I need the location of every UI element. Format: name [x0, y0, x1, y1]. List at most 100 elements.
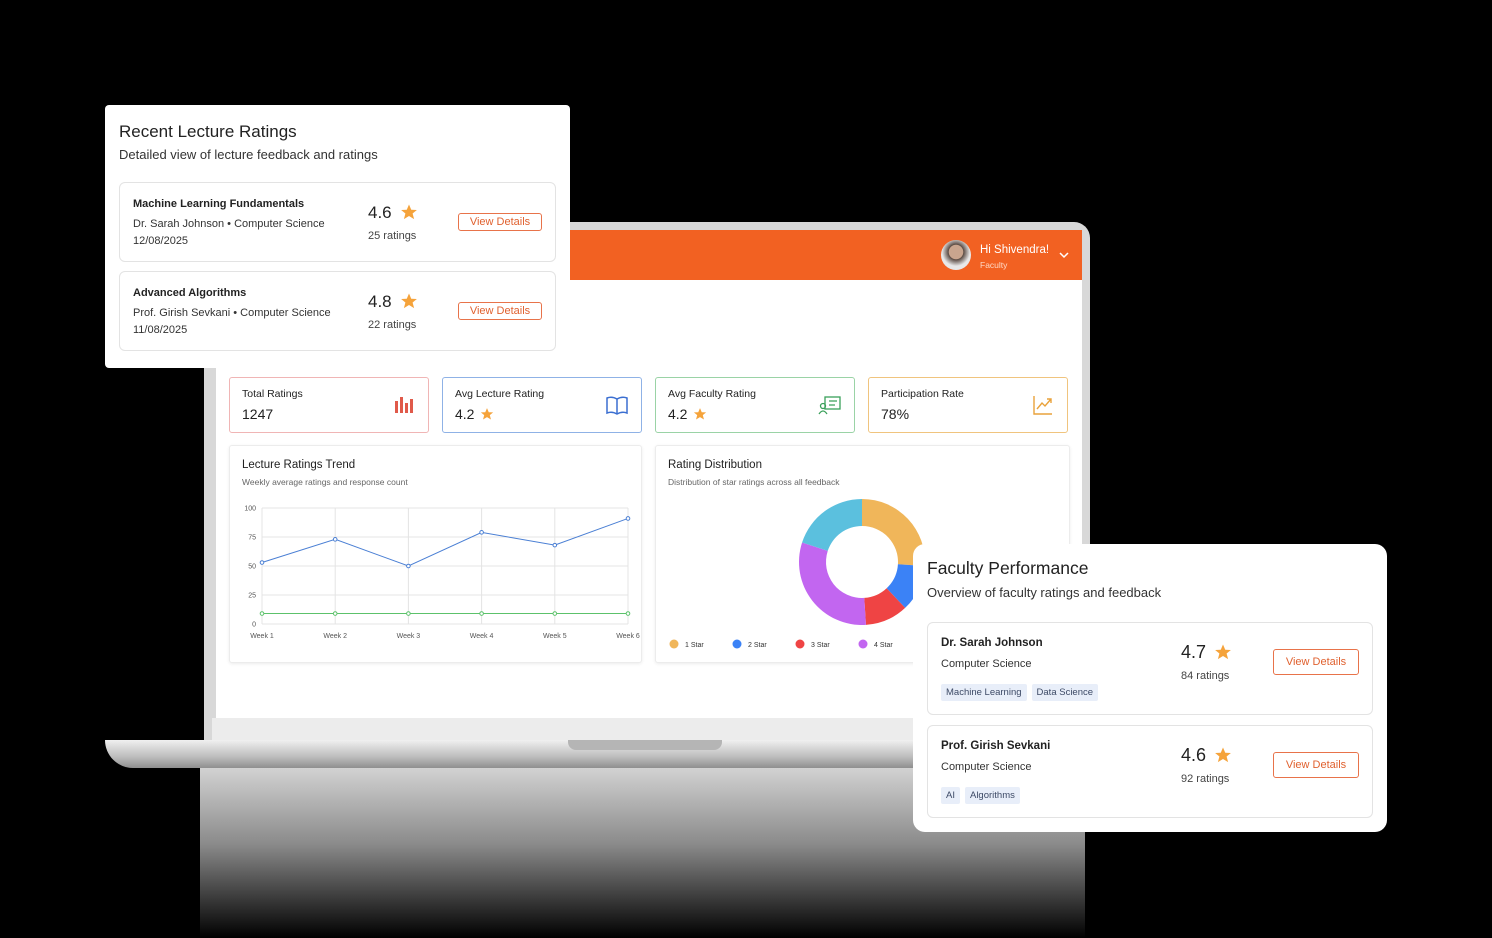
laptop-notch [568, 740, 722, 750]
x-tick-label: Week 3 [397, 633, 421, 640]
view-details-button[interactable]: View Details [458, 302, 542, 320]
card-subtitle: Detailed view of lecture feedback and ra… [119, 147, 378, 162]
tag-list: Machine Learning Data Science [941, 682, 1103, 701]
data-point [552, 542, 558, 548]
stat-label: Participation Rate [881, 388, 964, 400]
x-tick-label: Week 5 [543, 633, 567, 640]
star-icon [1215, 747, 1231, 763]
data-point [406, 563, 411, 569]
data-point [406, 611, 411, 616]
legend-swatch [795, 639, 805, 649]
faculty-department: Computer Science [941, 658, 1032, 670]
data-point [259, 611, 265, 616]
lecture-date: 12/08/2025 [133, 235, 189, 247]
legend-label: 2 Star [748, 642, 767, 649]
rating-value: 4.6 [1181, 745, 1207, 765]
data-point [552, 611, 558, 616]
stat-icon [606, 396, 628, 415]
rating-value: 4.6 [368, 203, 392, 222]
data-point [332, 611, 338, 616]
legend-label: 3 Star [811, 642, 830, 649]
pie-slice [864, 588, 906, 625]
legend-label: 1 Star [685, 642, 704, 649]
stat-value: 4.2 [455, 406, 475, 422]
data-point [259, 560, 265, 565]
view-details-button[interactable]: View Details [458, 213, 542, 231]
lecture-item: Advanced Algorithms Prof. Girish Sevkani … [119, 271, 556, 351]
pie-slice [802, 499, 862, 551]
stat-value: 78% [881, 406, 910, 422]
rating-value: 4.7 [1181, 642, 1207, 662]
stat-label: Total Ratings [242, 388, 303, 400]
faculty-item: Prof. Girish Sevkani Computer Science AI Al… [927, 725, 1373, 818]
data-point [625, 516, 631, 521]
star-shape [693, 408, 707, 420]
data-point [625, 611, 631, 616]
y-tick-label: 0 [252, 622, 256, 629]
line-chart: 0 25 50 75 100 Week 1 Week 2 Week 3 Week 4 Week 5… [244, 506, 640, 641]
chart-title: Rating Distribution [668, 459, 762, 471]
pie-slice [862, 499, 925, 566]
lecture-meta: Prof. Girish Sevkani • Computer Science [133, 307, 331, 319]
rating-count: 25 ratings [368, 230, 417, 242]
faculty-name: Dr. Sarah Johnson [941, 637, 1043, 649]
recent-lecture-card: Recent Lecture Ratings Detailed view of … [105, 105, 570, 368]
view-details-button[interactable]: View Details [1273, 752, 1359, 778]
faculty-performance-card: Faculty Performance Overview of faculty … [913, 544, 1387, 832]
avatar [941, 240, 971, 270]
y-tick-label: 100 [244, 506, 256, 513]
tag: Algorithms [964, 787, 1020, 804]
x-tick-label: Week 4 [470, 633, 494, 640]
faculty-department: Computer Science [941, 761, 1032, 773]
star-icon [401, 293, 417, 309]
stat-card: Total Ratings 1247 [229, 377, 429, 433]
chart-subtitle: Distribution of star ratings across all … [668, 477, 840, 487]
lecture-meta: Dr. Sarah Johnson • Computer Science [133, 218, 325, 230]
legend-swatch [669, 639, 679, 649]
faculty-item: Dr. Sarah Johnson Computer Science Machine… [927, 622, 1373, 715]
rating-value: 4.8 [368, 292, 392, 311]
card-subtitle: Overview of faculty ratings and feedback [927, 585, 1162, 600]
laptop-bezel [212, 718, 1086, 740]
y-tick-label: 50 [248, 564, 256, 571]
data-point [479, 530, 484, 535]
x-tick-label: Week 2 [323, 633, 347, 640]
legend-label: 4 Star [874, 642, 893, 649]
stat-value: 4.2 [668, 406, 688, 422]
x-tick-label: Week 6 [616, 633, 640, 640]
data-point [332, 537, 338, 542]
stat-card: Avg Faculty Rating 4.2 [655, 377, 855, 433]
rating-count: 22 ratings [368, 319, 417, 331]
lecture-date: 11/08/2025 [133, 324, 188, 336]
chevron[interactable] [1058, 250, 1070, 260]
legend-swatch [732, 639, 742, 649]
tag-list: AI Algorithms [941, 785, 1025, 804]
star-icon [693, 408, 707, 420]
view-details-button[interactable]: View Details [1273, 649, 1359, 675]
tag: Data Science [1031, 684, 1099, 701]
star-shape [1215, 747, 1231, 763]
stat-icon [818, 396, 841, 415]
legend-swatch [858, 639, 868, 649]
lecture-name: Machine Learning Fundamentals [133, 198, 305, 210]
user-role: Faculty [980, 260, 1008, 270]
star-icon [1215, 644, 1231, 660]
star-icon [401, 204, 417, 220]
rating-count: 92 ratings [1181, 773, 1230, 785]
stat-card: Avg Lecture Rating 4.2 [442, 377, 642, 433]
line-series [261, 517, 629, 567]
stat-value: 1247 [242, 406, 274, 422]
star-shape [480, 408, 494, 420]
star-shape [401, 204, 417, 220]
y-tick-label: 75 [248, 535, 256, 542]
y-tick-label: 25 [248, 593, 256, 600]
stat-label: Avg Lecture Rating [455, 388, 545, 400]
user-name[interactable]: Hi Shivendra! [980, 244, 1050, 256]
line-chart-card: Lecture Ratings Trend Weekly average rat… [229, 445, 642, 663]
faculty-name: Prof. Girish Sevkani [941, 740, 1051, 752]
rating-count: 84 ratings [1181, 670, 1230, 682]
star-shape [1215, 644, 1231, 660]
tag: Machine Learning [941, 684, 1027, 701]
chart-subtitle: Weekly average ratings and response coun… [242, 477, 408, 487]
